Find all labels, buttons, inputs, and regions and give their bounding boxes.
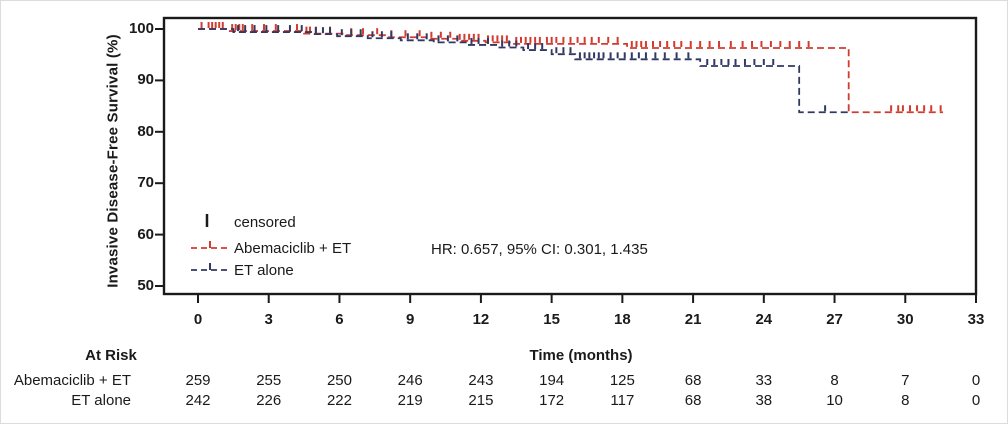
at-risk-count: 242 xyxy=(185,392,211,409)
at-risk-count: 259 xyxy=(185,372,211,389)
at-risk-count: 246 xyxy=(397,372,423,389)
x-tick-label: 6 xyxy=(335,311,344,328)
legend-series1-label: Abemaciclib + ET xyxy=(234,240,352,257)
y-tick-label: 50 xyxy=(137,277,154,294)
x-tick-label: 0 xyxy=(193,311,203,328)
at-risk-count: 172 xyxy=(539,392,565,409)
at-risk-row-label-abemaciclib: Abemaciclib + ET xyxy=(13,372,131,389)
at-risk-count: 226 xyxy=(256,392,282,409)
x-tick-label: 3 xyxy=(264,311,273,328)
hazard-ratio-annotation: HR: 0.657, 95% CI: 0.301, 1.435 xyxy=(431,241,648,258)
at-risk-count: 68 xyxy=(684,392,702,409)
at-risk-count: 8 xyxy=(830,372,839,389)
at-risk-count: 7 xyxy=(901,372,910,389)
series-curve-1 xyxy=(198,28,943,114)
at-risk-count: 68 xyxy=(684,372,702,389)
at-risk-title: At Risk xyxy=(85,347,137,364)
x-tick-label: 12 xyxy=(472,311,490,328)
at-risk-count: 194 xyxy=(539,372,565,389)
at-risk-count: 243 xyxy=(468,372,494,389)
x-tick-label: 15 xyxy=(543,311,560,328)
x-tick-label: 30 xyxy=(896,311,914,328)
y-tick-label: 100 xyxy=(128,20,154,37)
x-tick-label: 21 xyxy=(684,311,702,328)
at-risk-count: 38 xyxy=(755,392,773,409)
at-risk-count: 222 xyxy=(326,392,352,409)
at-risk-count: 0 xyxy=(971,392,981,409)
x-tick-label: 33 xyxy=(967,311,985,328)
at-risk-count: 117 xyxy=(610,392,635,409)
x-tick-label: 24 xyxy=(755,311,773,328)
y-tick-label: 60 xyxy=(137,225,154,243)
at-risk-count: 250 xyxy=(326,372,352,389)
at-risk-row-label-et-alone: ET alone xyxy=(71,392,131,409)
x-tick-label: 27 xyxy=(826,311,843,328)
y-tick-label: 80 xyxy=(137,122,154,140)
x-tick-label: 18 xyxy=(614,311,631,328)
at-risk-count: 255 xyxy=(256,372,282,389)
x-axis-title: Time (months) xyxy=(529,347,633,364)
at-risk-count: 0 xyxy=(971,372,981,389)
legend-series2-label: ET alone xyxy=(234,262,294,279)
plot-border xyxy=(162,16,978,296)
y-tick-label: 70 xyxy=(137,174,154,192)
at-risk-count: 125 xyxy=(609,372,635,389)
legend-censored-label: censored xyxy=(234,214,296,231)
at-risk-count: 215 xyxy=(468,392,494,409)
x-tick-label: 9 xyxy=(406,311,415,328)
y-tick-label: 90 xyxy=(137,71,154,89)
at-risk-count: 8 xyxy=(901,392,910,409)
at-risk-count: 219 xyxy=(397,392,423,409)
at-risk-count: 10 xyxy=(826,392,843,409)
at-risk-count: 33 xyxy=(755,372,773,389)
